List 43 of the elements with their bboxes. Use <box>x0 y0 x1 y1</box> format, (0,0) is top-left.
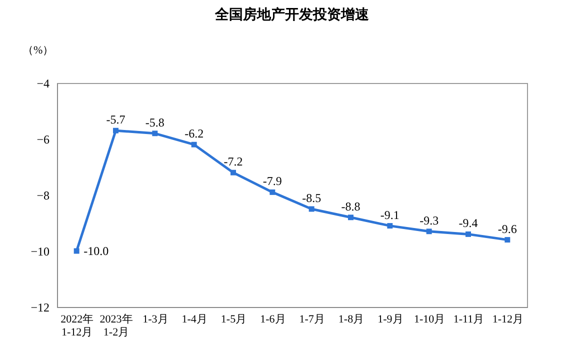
data-label: -7.2 <box>224 154 243 169</box>
data-label: -10.0 <box>84 244 109 258</box>
y-axis-title: （%） <box>22 44 54 56</box>
x-tick-label: 1-12月 <box>492 314 524 326</box>
data-label: -8.5 <box>302 191 322 205</box>
data-label: -8.8 <box>341 199 360 214</box>
x-tick-label: 1-9月 <box>378 314 404 326</box>
x-tick-label: 1-4月 <box>182 314 208 326</box>
x-tick-label: 1-5月 <box>220 314 247 326</box>
y-tick-label: −4 <box>36 76 50 90</box>
point <box>230 170 236 176</box>
point <box>74 248 80 254</box>
x-tick-label: 1-8月 <box>338 314 364 326</box>
point <box>504 237 510 243</box>
x-tick-label: 1-11月 <box>453 314 484 326</box>
x-tick-label: 2022年 1-12月 <box>60 314 94 338</box>
x-tick-label: 2023年 1-2月 <box>100 314 133 338</box>
x-tick-label: 1-7月 <box>299 314 325 326</box>
data-label: -9.4 <box>458 216 478 230</box>
data-label: -9.1 <box>380 208 400 222</box>
point <box>348 214 354 220</box>
y-tick-label: −12 <box>30 300 50 314</box>
data-label: -5.7 <box>106 112 126 127</box>
data-label: -9.3 <box>420 213 439 228</box>
point <box>426 228 432 234</box>
y-tick-label: −10 <box>30 244 50 258</box>
x-tick-label: 1-6月 <box>260 314 286 326</box>
point <box>466 231 471 237</box>
x-tick-label: 1-10月 <box>414 314 446 326</box>
chart-title: 全国房地产开发投资增速 <box>214 6 370 23</box>
point <box>113 128 118 134</box>
data-label: -9.6 <box>498 222 517 236</box>
data-label: -5.8 <box>145 115 164 130</box>
point <box>387 223 393 229</box>
point <box>191 142 197 148</box>
point <box>308 206 314 212</box>
data-label: -6.2 <box>184 126 204 141</box>
point <box>152 130 158 136</box>
data-label: -7.9 <box>262 174 282 188</box>
y-tick-label: −6 <box>36 132 50 146</box>
x-tick-label: 1-3月 <box>142 314 168 326</box>
y-tick-label: −8 <box>36 188 50 202</box>
point <box>270 189 276 195</box>
